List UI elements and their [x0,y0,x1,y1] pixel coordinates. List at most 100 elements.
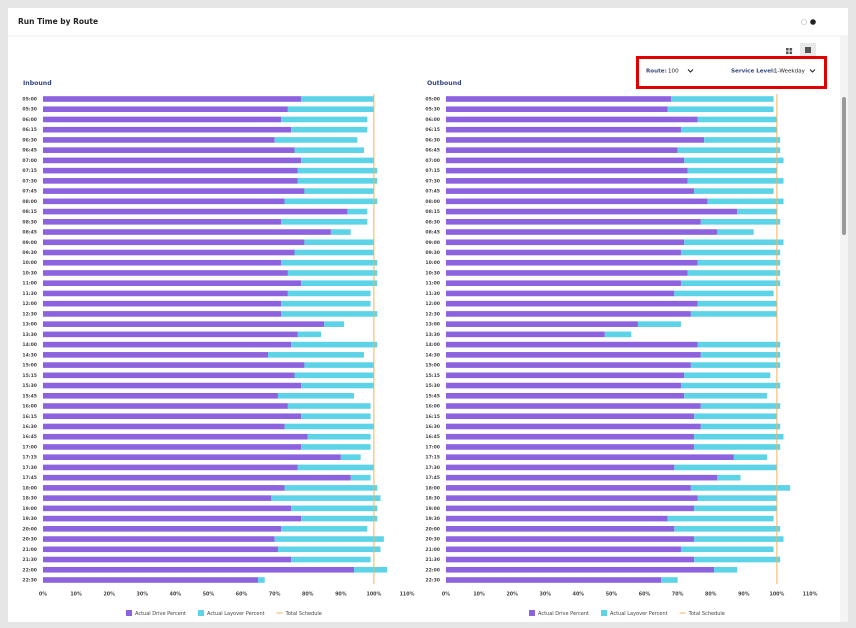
bar-segment [687,178,784,184]
x-tick-label: 40% [573,592,585,598]
bar-segment [733,454,767,460]
y-tick-label: 06:15 [22,127,37,133]
y-tick-label: 21:30 [425,557,440,563]
bar-segment [330,229,351,235]
x-tick-label: 110% [803,592,818,598]
bar-segment [446,566,715,573]
bar-segment [301,413,371,420]
chevron [687,69,694,73]
legend-label[interactable]: Total Schedule [285,611,322,617]
route-select[interactable]: Route: 100 [646,69,694,75]
y-tick-label: 13:00 [22,322,37,328]
legend-label[interactable]: Actual Layover Percent [207,611,265,617]
bar-segment [284,423,374,430]
bar-segment [43,249,295,256]
bar-segment [43,96,302,102]
bar-segment [43,311,282,317]
y-tick-label: 09:00 [22,240,37,246]
y-tick-label: 10:30 [425,270,440,276]
bar-segment [43,157,302,164]
bar-segment [446,208,738,215]
status-icon[interactable] [801,18,808,25]
bar-segment [700,403,781,409]
y-tick-label: 10:00 [22,260,37,266]
bar-segment [281,300,371,307]
bar-segment [684,239,784,246]
bar-segment [43,546,278,553]
y-tick-label: 10:30 [22,270,37,276]
y-tick-label: 11:00 [22,281,37,287]
x-tick-label: 50% [203,592,215,598]
bar-segment [43,147,295,153]
legend-label[interactable]: Total Schedule [688,611,725,617]
bar-segment [43,495,272,501]
y-tick-label: 19:00 [425,506,440,512]
bar-segment [271,495,381,501]
bar-segment [43,321,325,327]
bar-segment [446,137,705,143]
y-tick-label: 17:00 [22,444,37,450]
y-tick-label: 05:00 [22,97,37,103]
bar-segment [43,300,282,307]
y-tick-label: 10:00 [425,260,440,266]
bar-segment [717,229,754,235]
service-level-select[interactable]: Service Level: 1-Weekday [731,69,816,75]
bar-segment [43,505,292,512]
y-tick-label: 07:30 [425,178,440,184]
bar-segment [707,198,784,205]
y-tick-label: 22:30 [22,578,37,584]
x-tick-label: 70% [269,592,281,598]
info-icon[interactable] [810,19,816,25]
y-tick-label: 08:30 [425,219,440,225]
bar-segment [304,239,374,246]
y-tick-label: 12:00 [425,301,440,307]
bar-segment [347,208,368,215]
legend-label[interactable]: Actual Layover Percent [610,611,668,617]
bar-segment [446,167,688,174]
y-tick-label: 08:00 [425,199,440,205]
bar-segment [43,219,282,225]
bar-segment [704,137,781,143]
y-tick-label: 16:45 [425,434,440,440]
y-tick-label: 20:00 [22,526,37,532]
y-tick-label: 12:30 [22,311,37,317]
bar-segment [43,106,288,113]
x-tick-label: 100% [769,592,784,598]
bar-segment [697,341,781,348]
bar-segment [43,454,341,460]
bar-segment [43,341,292,348]
y-tick-label: 16:30 [22,424,37,430]
bar-segment [446,526,675,532]
legend-label[interactable]: Actual Drive Percent [538,611,589,617]
toggle-icon [786,51,789,55]
single-view-toggle[interactable] [800,43,816,57]
bar-segment [667,106,774,113]
grid-view-toggle[interactable] [784,45,794,55]
filter-value: 100 [668,69,679,75]
bar-segment [294,372,374,379]
bar-segment [694,556,781,563]
bar-segment [354,566,388,573]
bar-segment [446,444,695,450]
y-tick-label: 16:00 [22,404,37,410]
y-tick-label: 15:30 [22,383,37,389]
bar-segment [446,362,691,368]
chart-title: Inbound [23,80,52,87]
bar-segment [43,413,302,420]
bar-segment [446,147,678,153]
bar-segment [43,464,298,471]
bar-segment [287,106,374,113]
bar-segment [43,362,305,368]
scroll-track [840,36,848,622]
y-tick-label: 07:15 [425,168,440,174]
legend-label[interactable]: Actual Drive Percent [135,611,186,617]
bar-segment [677,147,781,153]
y-tick-label: 07:15 [22,168,37,174]
y-tick-label: 06:00 [425,117,440,123]
bar-segment [43,290,288,297]
bar-segment [301,444,371,450]
bar-segment [446,259,698,266]
chevron [809,69,816,73]
scroll-thumb[interactable] [842,97,846,235]
bar-segment [43,198,285,205]
